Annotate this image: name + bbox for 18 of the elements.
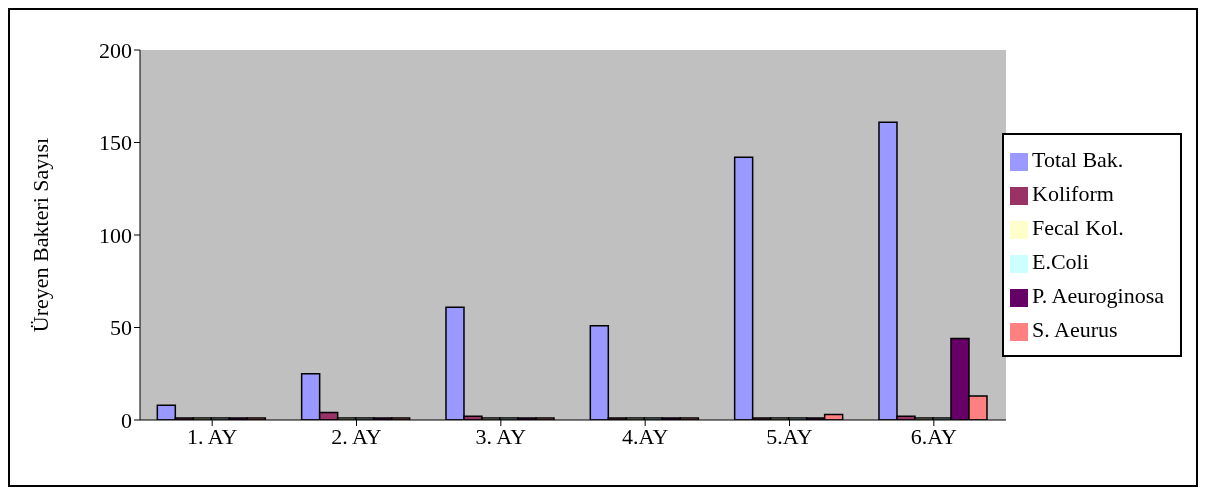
legend-label: Koliform [1032,181,1114,206]
legend-label: Total Bak. [1032,147,1124,172]
x-tick-label: 5.AY [766,423,813,449]
x-tick-label: 4.AY [622,423,669,449]
x-tick-label: 2. AY [331,423,382,449]
y-tick-label: 200 [99,37,132,63]
legend-label: S. Aeurus [1032,317,1118,342]
x-tick-label: 6.AY [910,423,958,449]
y-tick-label: 50 [110,315,132,341]
legend-label: P. Aeuroginosa [1032,283,1164,308]
legend-label: Fecal Kol. [1032,215,1124,240]
y-axis-title: Üreyen Bakteri Sayısı [27,137,53,333]
y-tick-label: 100 [99,222,132,248]
legend-label: E.Coli [1032,249,1089,274]
x-tick-label: 3. AY [475,423,527,449]
x-tick-label: 1. AY [186,423,238,449]
y-tick-label: 150 [99,130,132,156]
y-tick-label: 0 [121,407,132,433]
